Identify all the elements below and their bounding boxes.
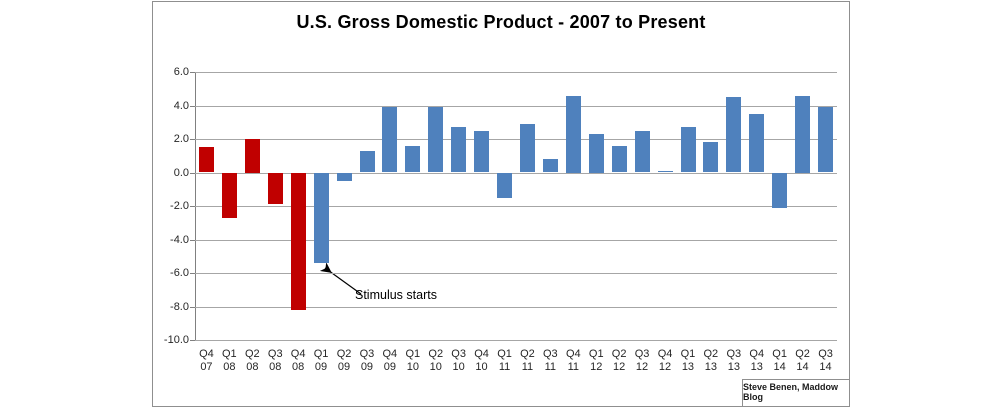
bar-q1-10 — [405, 145, 421, 173]
y-tick — [190, 273, 195, 274]
x-tick-label: Q4 13 — [749, 348, 765, 373]
y-tick — [190, 340, 195, 341]
bar-q1-08 — [221, 172, 237, 218]
y-tick-label: -8.0 — [170, 300, 189, 313]
bar-q1-09 — [313, 172, 329, 263]
x-tick-label: Q3 14 — [818, 348, 833, 373]
bar-q2-13 — [703, 142, 719, 173]
bar-q4-13 — [749, 113, 765, 173]
bar-q2-11 — [520, 123, 535, 173]
bar-q3-12 — [634, 130, 650, 173]
bar-q2-08 — [244, 139, 260, 173]
x-tick-label: Q2 09 — [336, 348, 352, 373]
bar-q3-10 — [451, 127, 467, 173]
attribution-box: Steve Benen, Maddow Blog — [742, 379, 850, 407]
chart-frame: U.S. Gross Domestic Product - 2007 to Pr… — [152, 1, 850, 407]
x-tick-label: Q1 14 — [772, 348, 787, 373]
bar-q1-12 — [588, 134, 604, 173]
y-tick — [190, 105, 195, 107]
y-tick-label: -6.0 — [170, 267, 189, 279]
y-tick — [190, 72, 195, 73]
x-tick-label: Q2 12 — [611, 348, 627, 373]
bar-q1-14 — [772, 172, 788, 208]
x-tick-label: Q3 11 — [542, 348, 558, 373]
y-tick-label: 0.0 — [173, 166, 189, 179]
x-tick-label: Q3 09 — [359, 348, 375, 373]
x-tick-label: Q2 13 — [703, 348, 719, 373]
gridline--8.0 — [195, 306, 837, 308]
bar-q4-11 — [565, 95, 581, 173]
bar-q4-08 — [290, 172, 306, 310]
attribution-text: Steve Benen, Maddow Blog — [743, 382, 839, 402]
bar-q4-09 — [382, 107, 398, 173]
x-tick-label: Q1 12 — [588, 348, 604, 373]
chart-title: U.S. Gross Domestic Product - 2007 to Pr… — [296, 12, 706, 32]
y-tick — [190, 172, 195, 174]
bar-q3-13 — [726, 97, 742, 173]
x-tick-label: Q1 10 — [405, 348, 421, 373]
gridline-6.0 — [195, 72, 837, 73]
y-tick-label: -2.0 — [170, 200, 189, 212]
x-tick-label: Q4 12 — [657, 348, 673, 373]
x-tick-label: Q2 14 — [795, 348, 810, 373]
x-tick-label: Q1 08 — [221, 348, 237, 373]
bar-q1-13 — [680, 127, 696, 173]
x-tick-label: Q4 10 — [474, 348, 489, 373]
y-tick — [190, 306, 195, 308]
y-tick — [190, 139, 195, 140]
x-tick-label: Q1 13 — [680, 348, 696, 373]
x-tick-label: Q3 08 — [267, 348, 283, 373]
gridline--6.0 — [195, 273, 837, 274]
y-tick-label: 2.0 — [173, 133, 189, 145]
bar-q2-12 — [611, 145, 627, 173]
gridline-0.0 — [195, 172, 837, 174]
gridline--10.0 — [195, 340, 837, 341]
gridline-2.0 — [195, 139, 837, 140]
y-tick — [190, 206, 195, 207]
x-tick-label: Q2 08 — [244, 348, 260, 373]
x-tick-label: Q3 13 — [726, 348, 742, 373]
bar-q3-08 — [267, 172, 283, 205]
bar-q4-07 — [199, 147, 214, 173]
bar-q3-14 — [818, 107, 833, 173]
x-tick-label: Q2 10 — [428, 348, 444, 373]
bar-q2-10 — [428, 107, 444, 173]
x-tick-label: Q4 11 — [565, 348, 581, 373]
bar-q4-12 — [657, 170, 673, 173]
bar-q3-11 — [542, 159, 558, 173]
x-tick-label: Q4 08 — [290, 348, 306, 373]
y-tick-label: 6.0 — [173, 66, 189, 78]
plot-area: Stimulus starts 6.0 4.0 2.0 0.0 -2.0 -4.0 -6.0… — [164, 66, 837, 373]
gridline-4.0 — [195, 105, 837, 107]
gridline--4.0 — [195, 239, 837, 241]
y-tick — [190, 239, 195, 241]
y-tick-label: -10.0 — [163, 334, 189, 346]
bar-q2-14 — [795, 95, 811, 173]
x-tick-label: Q1 09 — [313, 348, 329, 373]
x-tick-label: Q3 10 — [451, 348, 466, 373]
y-tick-label: 4.0 — [173, 99, 189, 112]
x-tick-label: Q4 07 — [199, 348, 214, 373]
bar-q2-09 — [336, 172, 352, 181]
annotation-stimulus-starts: Stimulus starts — [355, 288, 437, 302]
bar-q3-09 — [359, 150, 375, 173]
x-tick-label: Q2 11 — [520, 348, 535, 373]
gridline--2.0 — [195, 206, 837, 207]
x-tick-label: Q4 09 — [382, 348, 398, 373]
x-tick-label: Q3 12 — [634, 348, 650, 373]
y-tick-label: -4.0 — [170, 233, 189, 246]
x-tick-label: Q1 11 — [497, 348, 512, 373]
bar-q4-10 — [474, 130, 490, 173]
bar-q1-11 — [497, 172, 512, 198]
